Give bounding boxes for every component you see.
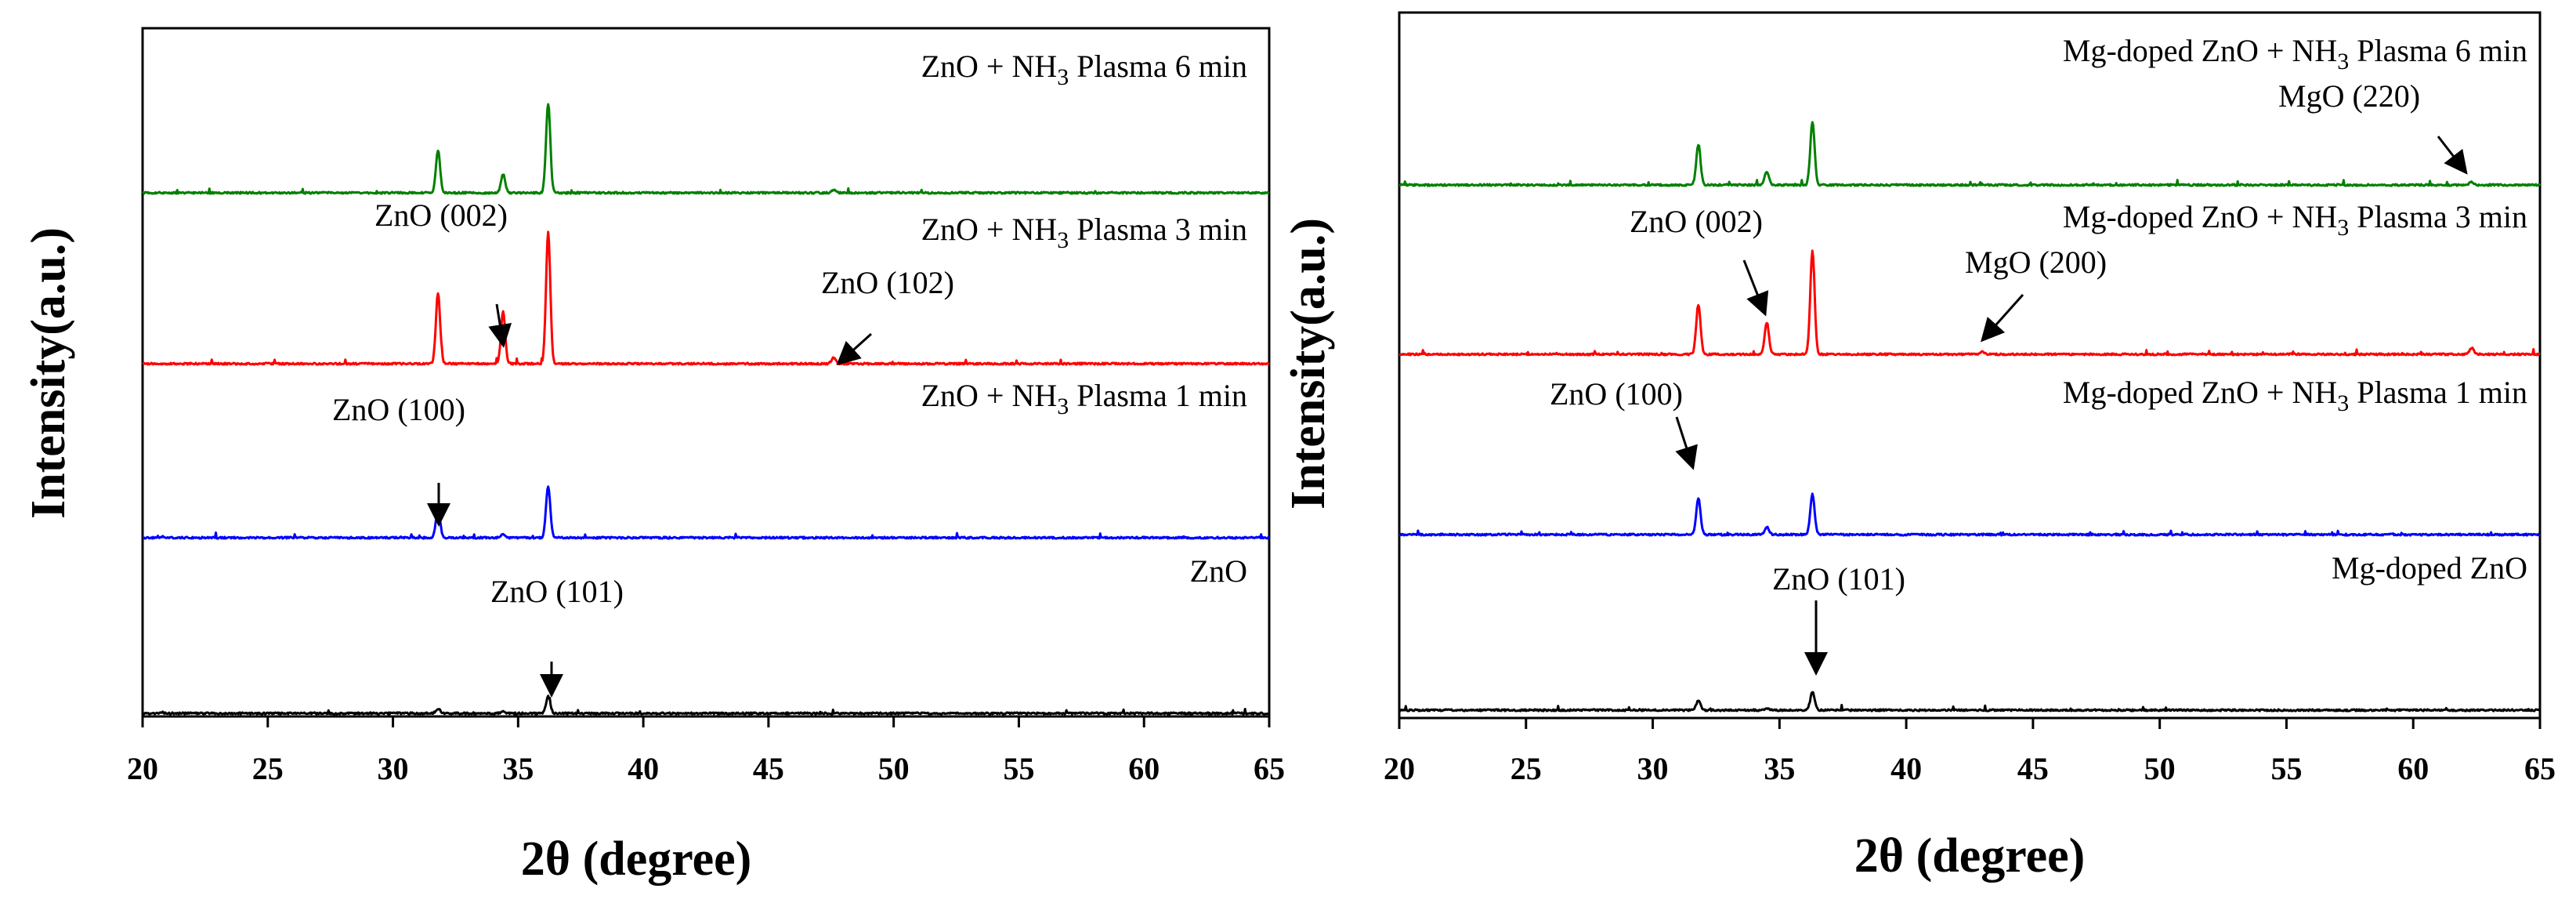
right-x-tick-label-25: 25 (1511, 751, 1542, 786)
right-arrow-mgo-220 (2437, 136, 2468, 175)
left-x-tick-label-30: 30 (378, 751, 409, 786)
left-x-tick-label-45: 45 (753, 751, 784, 786)
right-annotation-zno-101: ZnO (101) (1772, 561, 1905, 597)
right-series-line-3 (1398, 121, 2542, 187)
right-series-labels: Mg-doped ZnO Mg-doped ZnO + NH3 Plasma 1 … (2063, 33, 2527, 586)
left-arrow-zno-002 (488, 303, 512, 348)
left-series-label-2: ZnO + NH3 Plasma 3 min (921, 212, 1247, 253)
right-annotation-zno-100: ZnO (100) (1550, 376, 1683, 412)
right-x-tick-label-30: 30 (1637, 751, 1669, 786)
left-x-tick-label-25: 25 (252, 751, 284, 786)
left-x-tick-label-20: 20 (127, 751, 158, 786)
left-x-tick-label-55: 55 (1003, 751, 1034, 786)
left-annotation-zno-102: ZnO (102) (821, 265, 954, 300)
right-series-label-0: Mg-doped ZnO (2332, 550, 2527, 586)
left-series-label-1: ZnO + NH3 Plasma 1 min (921, 378, 1247, 419)
left-series-line-2 (142, 230, 1270, 366)
left-annotation-zno-002: ZnO (002) (374, 198, 508, 233)
left-series-line-0 (142, 694, 1270, 716)
right-series-line-2 (1398, 249, 2541, 357)
right-x-tick-label-45: 45 (2017, 751, 2049, 786)
right-series-label-3: Mg-doped ZnO + NH3 Plasma 6 min (2063, 33, 2527, 74)
left-annotation-zno-100: ZnO (100) (332, 392, 465, 427)
right-arrow-zno-100 (1675, 416, 1698, 470)
left-x-tick-label-35: 35 (502, 751, 534, 786)
left-x-tick-label-40: 40 (628, 751, 659, 786)
left-arrow-zno-102 (836, 332, 873, 366)
right-arrow-zno-002 (1742, 259, 1769, 317)
left-series-label-3: ZnO + NH3 Plasma 6 min (921, 49, 1247, 90)
right-annotation-mgo-220: MgO (220) (2278, 78, 2420, 114)
left-series-line-1 (142, 485, 1271, 540)
right-x-tick-label-20: 20 (1384, 751, 1415, 786)
right-annotation-mgo-200: MgO (200) (1965, 245, 2107, 280)
left-x-tick-label-50: 50 (878, 751, 910, 786)
right-y-axis-label: Intensity(a.u.) (1282, 218, 1335, 510)
right-series-label-2: Mg-doped ZnO + NH3 Plasma 3 min (2063, 199, 2527, 241)
left-y-axis-label: Intensity(a.u.) (22, 227, 75, 519)
left-annotation-zno-101: ZnO (101) (490, 574, 624, 609)
left-x-tick-label-60: 60 (1128, 751, 1160, 786)
right-traces (1398, 121, 2542, 713)
right-plot-frame (1398, 11, 2542, 720)
right-x-tick-label-55: 55 (2270, 751, 2302, 786)
right-series-line-0 (1398, 691, 2542, 713)
left-x-axis-label: 2θ (degree) (521, 832, 752, 886)
left-chart-panel: 20 25 30 35 40 45 50 55 60 65 ZnO ZnO + NH3 Plasma… (22, 27, 1285, 886)
left-x-ticks: 20 25 30 35 40 45 50 55 60 65 (127, 716, 1285, 786)
left-plot-frame (141, 27, 1271, 718)
right-x-tick-label-60: 60 (2397, 751, 2429, 786)
right-annotation-zno-002: ZnO (002) (1630, 204, 1763, 239)
right-x-axis-label: 2θ (degree) (1854, 829, 2086, 883)
left-series-line-3 (141, 103, 1270, 195)
left-series-labels: ZnO ZnO + NH3 Plasma 1 min ZnO + NH3 Plasm… (921, 49, 1247, 589)
left-traces (141, 103, 1271, 716)
right-x-tick-label-40: 40 (1890, 751, 1922, 786)
right-chart-panel: 20 25 30 35 40 45 50 55 60 65 Mg-doped ZnOMg-dope… (1282, 11, 2556, 883)
right-arrow-mgo-200 (1981, 294, 2024, 343)
left-x-tick-label-65: 65 (1254, 751, 1285, 786)
right-x-tick-label-65: 65 (2524, 751, 2556, 786)
right-series-line-1 (1398, 492, 2541, 537)
right-series-label-1: Mg-doped ZnO + NH3 Plasma 1 min (2063, 375, 2527, 416)
right-x-tick-label-35: 35 (1764, 751, 1795, 786)
right-x-ticks: 20 25 30 35 40 45 50 55 60 65 (1384, 718, 2556, 786)
left-series-label-0: ZnO (1190, 553, 1247, 589)
right-x-tick-label-50: 50 (2144, 751, 2176, 786)
